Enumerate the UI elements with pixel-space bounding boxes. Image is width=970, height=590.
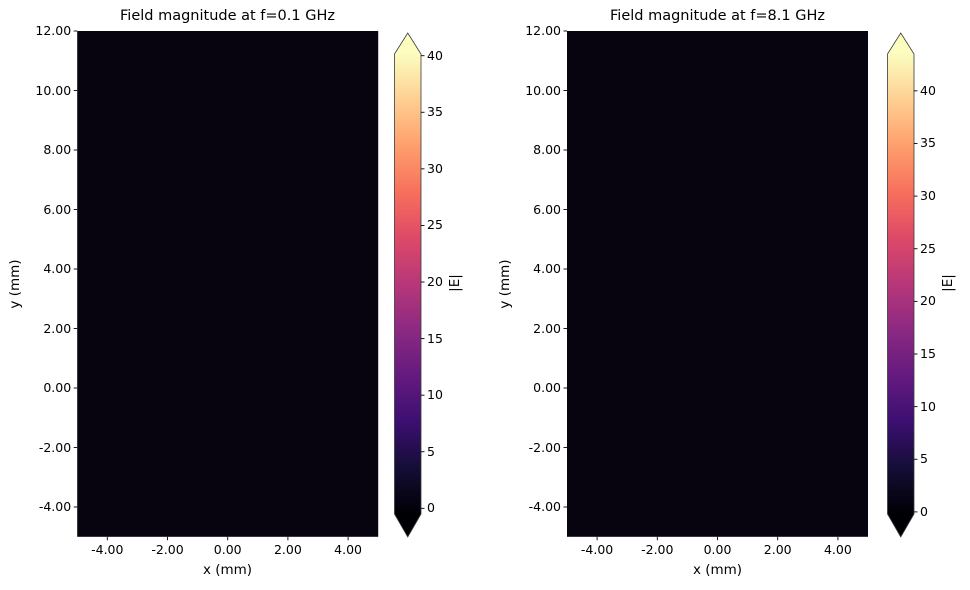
x-tick-label: 4.00 bbox=[334, 542, 363, 557]
colorbar-tick-label: 20 bbox=[920, 293, 936, 309]
heatmap-area-1 bbox=[567, 31, 868, 537]
x-tick-label: 4.00 bbox=[823, 542, 852, 557]
colorbar-tick-label: 35 bbox=[427, 104, 443, 120]
colorbar-tick-label: 15 bbox=[920, 346, 936, 361]
y-tick-label: 0.00 bbox=[43, 380, 72, 395]
y-tick-label: -4.00 bbox=[38, 499, 72, 514]
subplot-0-x-axis-label: x (mm) bbox=[202, 562, 253, 578]
y-tick-label: 8.00 bbox=[533, 142, 561, 157]
y-tick-label: 12.00 bbox=[525, 23, 561, 38]
colorbar-0 bbox=[394, 32, 422, 538]
y-tick-label: 12.00 bbox=[35, 23, 72, 38]
colorbar-tick-label: 40 bbox=[427, 47, 443, 63]
colorbar-tick-label: 5 bbox=[920, 451, 928, 467]
x-tick-label: 0.00 bbox=[703, 542, 732, 557]
colorbar-1 bbox=[887, 32, 915, 538]
colorbar-tick-label: 10 bbox=[427, 387, 443, 403]
y-tick-label: 4.00 bbox=[533, 261, 561, 276]
colorbar-tick-label: 25 bbox=[427, 217, 443, 233]
y-tick-label: 6.00 bbox=[533, 201, 561, 217]
colorbar-tick-label: 30 bbox=[920, 188, 936, 204]
y-tick-label: 10.00 bbox=[35, 82, 72, 98]
colorbar-tick-label: 25 bbox=[920, 240, 936, 256]
colorbar-tick-label: 15 bbox=[427, 330, 443, 346]
y-tick-label: 2.00 bbox=[533, 320, 561, 336]
subplot-1-title: Field magnitude at f=8.1 GHz bbox=[610, 8, 825, 24]
y-tick-label: 0.00 bbox=[533, 380, 561, 395]
x-tick-label: -4.00 bbox=[91, 542, 124, 557]
colorbar-tick-label: 40 bbox=[920, 82, 936, 98]
x-tick-label: 0.00 bbox=[213, 542, 242, 557]
y-tick-label: 4.00 bbox=[43, 261, 72, 276]
heatmap-area-0 bbox=[77, 31, 379, 537]
subplot-0-title: Field magnitude at f=0.1 GHz bbox=[120, 8, 335, 24]
y-tick-label: -2.00 bbox=[528, 439, 561, 455]
colorbar-tick-label: 20 bbox=[427, 274, 443, 290]
colorbar-tick-label: 30 bbox=[427, 160, 443, 176]
y-tick-label: 8.00 bbox=[43, 142, 72, 157]
colorbar-tick-label: 0 bbox=[920, 503, 928, 519]
x-tick-label: 2.00 bbox=[273, 542, 302, 557]
subplot-1-colorbar-label: |E| bbox=[940, 274, 956, 292]
colorbar-tick-label: 0 bbox=[427, 500, 435, 516]
colorbar-tick-label: 10 bbox=[920, 398, 936, 414]
y-tick-label: 10.00 bbox=[525, 82, 561, 98]
y-tick-label: -4.00 bbox=[528, 499, 561, 514]
colorbar-tick-label: 35 bbox=[920, 135, 936, 151]
x-tick-label: -2.00 bbox=[151, 542, 184, 557]
y-tick-label: 6.00 bbox=[43, 201, 72, 217]
subplot-1-x-axis-label: x (mm) bbox=[692, 562, 743, 578]
x-tick-label: 2.00 bbox=[763, 542, 792, 557]
colorbar-tick-label: 5 bbox=[427, 443, 435, 459]
x-tick-label: -2.00 bbox=[641, 542, 674, 557]
x-tick-label: -4.00 bbox=[580, 542, 614, 557]
y-tick-label: -2.00 bbox=[38, 439, 72, 455]
y-tick-label: 2.00 bbox=[43, 320, 72, 336]
